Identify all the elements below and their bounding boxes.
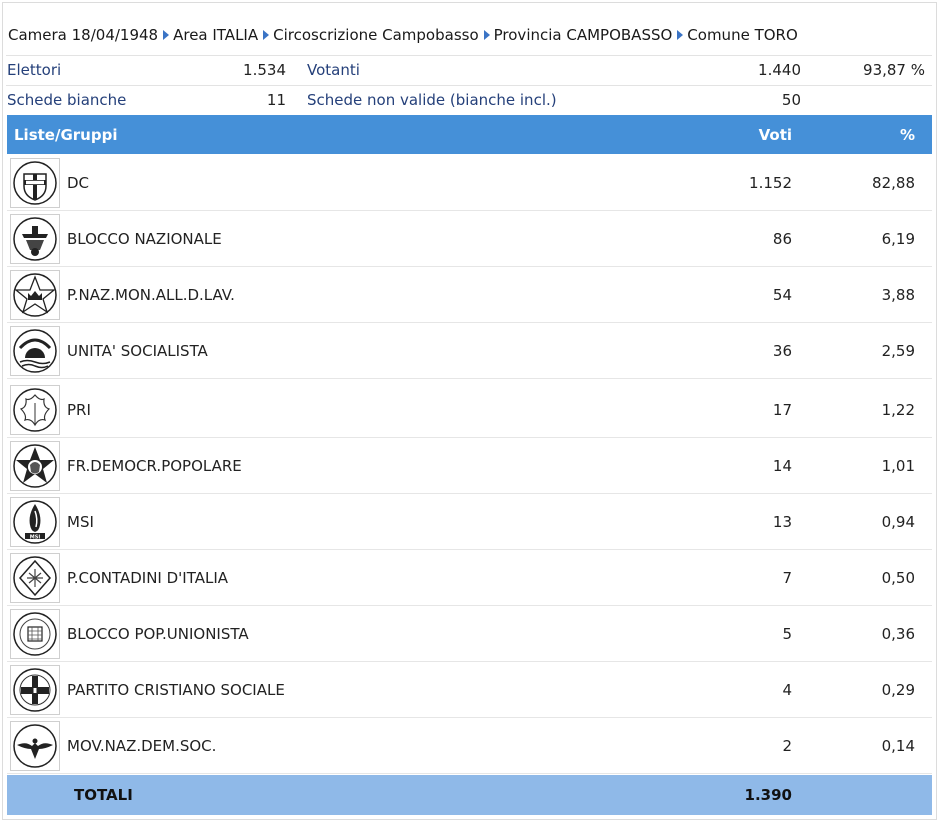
party-name: MSI — [67, 513, 94, 531]
elettori-label: Elettori — [7, 61, 62, 79]
breadcrumb-separator-icon — [263, 30, 270, 40]
totals-votes: 1.390 — [744, 786, 792, 804]
party-name: BLOCCO POP.UNIONISTA — [67, 625, 249, 643]
svg-text:MSI: MSI — [30, 534, 41, 540]
party-row: PARTITO CRISTIANO SOCIALE 4 0,29 — [7, 662, 932, 718]
party-votes: 1.152 — [749, 174, 792, 192]
schede-bianche-label: Schede bianche — [7, 91, 127, 109]
party-name: FR.DEMOCR.POPOLARE — [67, 457, 242, 475]
party-row: BLOCCO POP.UNIONISTA 5 0,36 — [7, 606, 932, 662]
party-percentage: 0,36 — [881, 625, 915, 643]
column-header-lists: Liste/Gruppi — [14, 126, 118, 144]
eagle-emblem-icon — [10, 721, 60, 771]
party-percentage: 6,19 — [881, 230, 915, 248]
breadcrumb-item-provincia[interactable]: Provincia CAMPOBASSO — [493, 26, 673, 44]
breadcrumb-separator-icon — [163, 30, 170, 40]
party-percentage: 0,94 — [881, 513, 915, 531]
party-votes: 5 — [782, 625, 792, 643]
votanti-value: 1.440 — [758, 61, 801, 79]
party-votes: 13 — [772, 513, 792, 531]
turnout-row-ballots: Schede bianche 11 Schede non valide (bia… — [6, 85, 932, 113]
breadcrumb: Camera 18/04/1948 Area ITALIA Circoscriz… — [8, 26, 798, 44]
unionista-emblem-icon — [10, 609, 60, 659]
party-row: BLOCCO NAZIONALE 86 6,19 — [7, 211, 932, 267]
party-row: PRI 17 1,22 — [7, 382, 932, 438]
column-header-votes: Voti — [758, 126, 792, 144]
party-row: MSI MSI 13 0,94 — [7, 494, 932, 550]
breadcrumb-item-area[interactable]: Area ITALIA — [173, 26, 259, 44]
party-name: MOV.NAZ.DEM.SOC. — [67, 737, 217, 755]
party-row: DC 1.152 82,88 — [7, 155, 932, 211]
party-votes: 36 — [772, 342, 792, 360]
party-name: UNITA' SOCIALISTA — [67, 342, 208, 360]
schede-non-valide-value: 50 — [781, 91, 801, 109]
ivy-leaf-icon — [10, 385, 60, 435]
dc-shield-icon — [10, 158, 60, 208]
turnout-row-electors: Elettori 1.534 Votanti 1.440 93,87 % — [6, 55, 932, 83]
party-name: PARTITO CRISTIANO SOCIALE — [67, 681, 285, 699]
party-percentage: 1,01 — [881, 457, 915, 475]
party-name: PRI — [67, 401, 91, 419]
star-crown-icon — [10, 270, 60, 320]
party-name: DC — [67, 174, 90, 192]
party-percentage: 2,59 — [881, 342, 915, 360]
schede-bianche-value: 11 — [266, 91, 286, 109]
party-percentage: 82,88 — [872, 174, 915, 192]
schede-non-valide-label: Schede non valide (bianche incl.) — [307, 91, 557, 109]
totals-label: TOTALI — [74, 786, 133, 804]
party-percentage: 0,14 — [881, 737, 915, 755]
blocco-nazionale-icon — [10, 214, 60, 264]
totals-row: TOTALI 1.390 — [7, 775, 932, 815]
garibaldi-star-icon — [10, 441, 60, 491]
party-votes: 86 — [772, 230, 792, 248]
party-votes: 7 — [782, 569, 792, 587]
party-percentage: 0,50 — [881, 569, 915, 587]
cristiano-sociale-icon — [10, 665, 60, 715]
party-name: P.CONTADINI D'ITALIA — [67, 569, 229, 587]
party-percentage: 0,29 — [881, 681, 915, 699]
breadcrumb-separator-icon — [677, 30, 684, 40]
party-row: MOV.NAZ.DEM.SOC. 2 0,14 — [7, 718, 932, 774]
breadcrumb-item-election[interactable]: Camera 18/04/1948 — [8, 26, 159, 44]
party-votes: 4 — [782, 681, 792, 699]
party-votes: 2 — [782, 737, 792, 755]
breadcrumb-item-comune: Comune TORO — [687, 26, 798, 44]
party-row: P.CONTADINI D'ITALIA 7 0,50 — [7, 550, 932, 606]
party-name: BLOCCO NAZIONALE — [67, 230, 222, 248]
tricolor-flame-icon: MSI — [10, 497, 60, 547]
results-table-header: Liste/Gruppi Voti % — [7, 115, 932, 154]
party-votes: 17 — [772, 401, 792, 419]
breadcrumb-separator-icon — [483, 30, 490, 40]
party-row: P.NAZ.MON.ALL.D.LAV. 54 3,88 — [7, 267, 932, 323]
sun-socialismo-icon — [10, 326, 60, 376]
votanti-label: Votanti — [307, 61, 360, 79]
party-percentage: 1,22 — [881, 401, 915, 419]
contadini-emblem-icon — [10, 553, 60, 603]
party-votes: 54 — [772, 286, 792, 304]
party-votes: 14 — [772, 457, 792, 475]
party-name: P.NAZ.MON.ALL.D.LAV. — [67, 286, 235, 304]
party-row: FR.DEMOCR.POPOLARE 14 1,01 — [7, 438, 932, 494]
party-row: UNITA' SOCIALISTA 36 2,59 — [7, 323, 932, 379]
elettori-value: 1.534 — [243, 61, 286, 79]
party-percentage: 3,88 — [881, 286, 915, 304]
breadcrumb-item-circoscrizione[interactable]: Circoscrizione Campobasso — [273, 26, 479, 44]
column-header-percentage: % — [899, 126, 915, 144]
votanti-percentage: 93,87 % — [863, 61, 925, 79]
